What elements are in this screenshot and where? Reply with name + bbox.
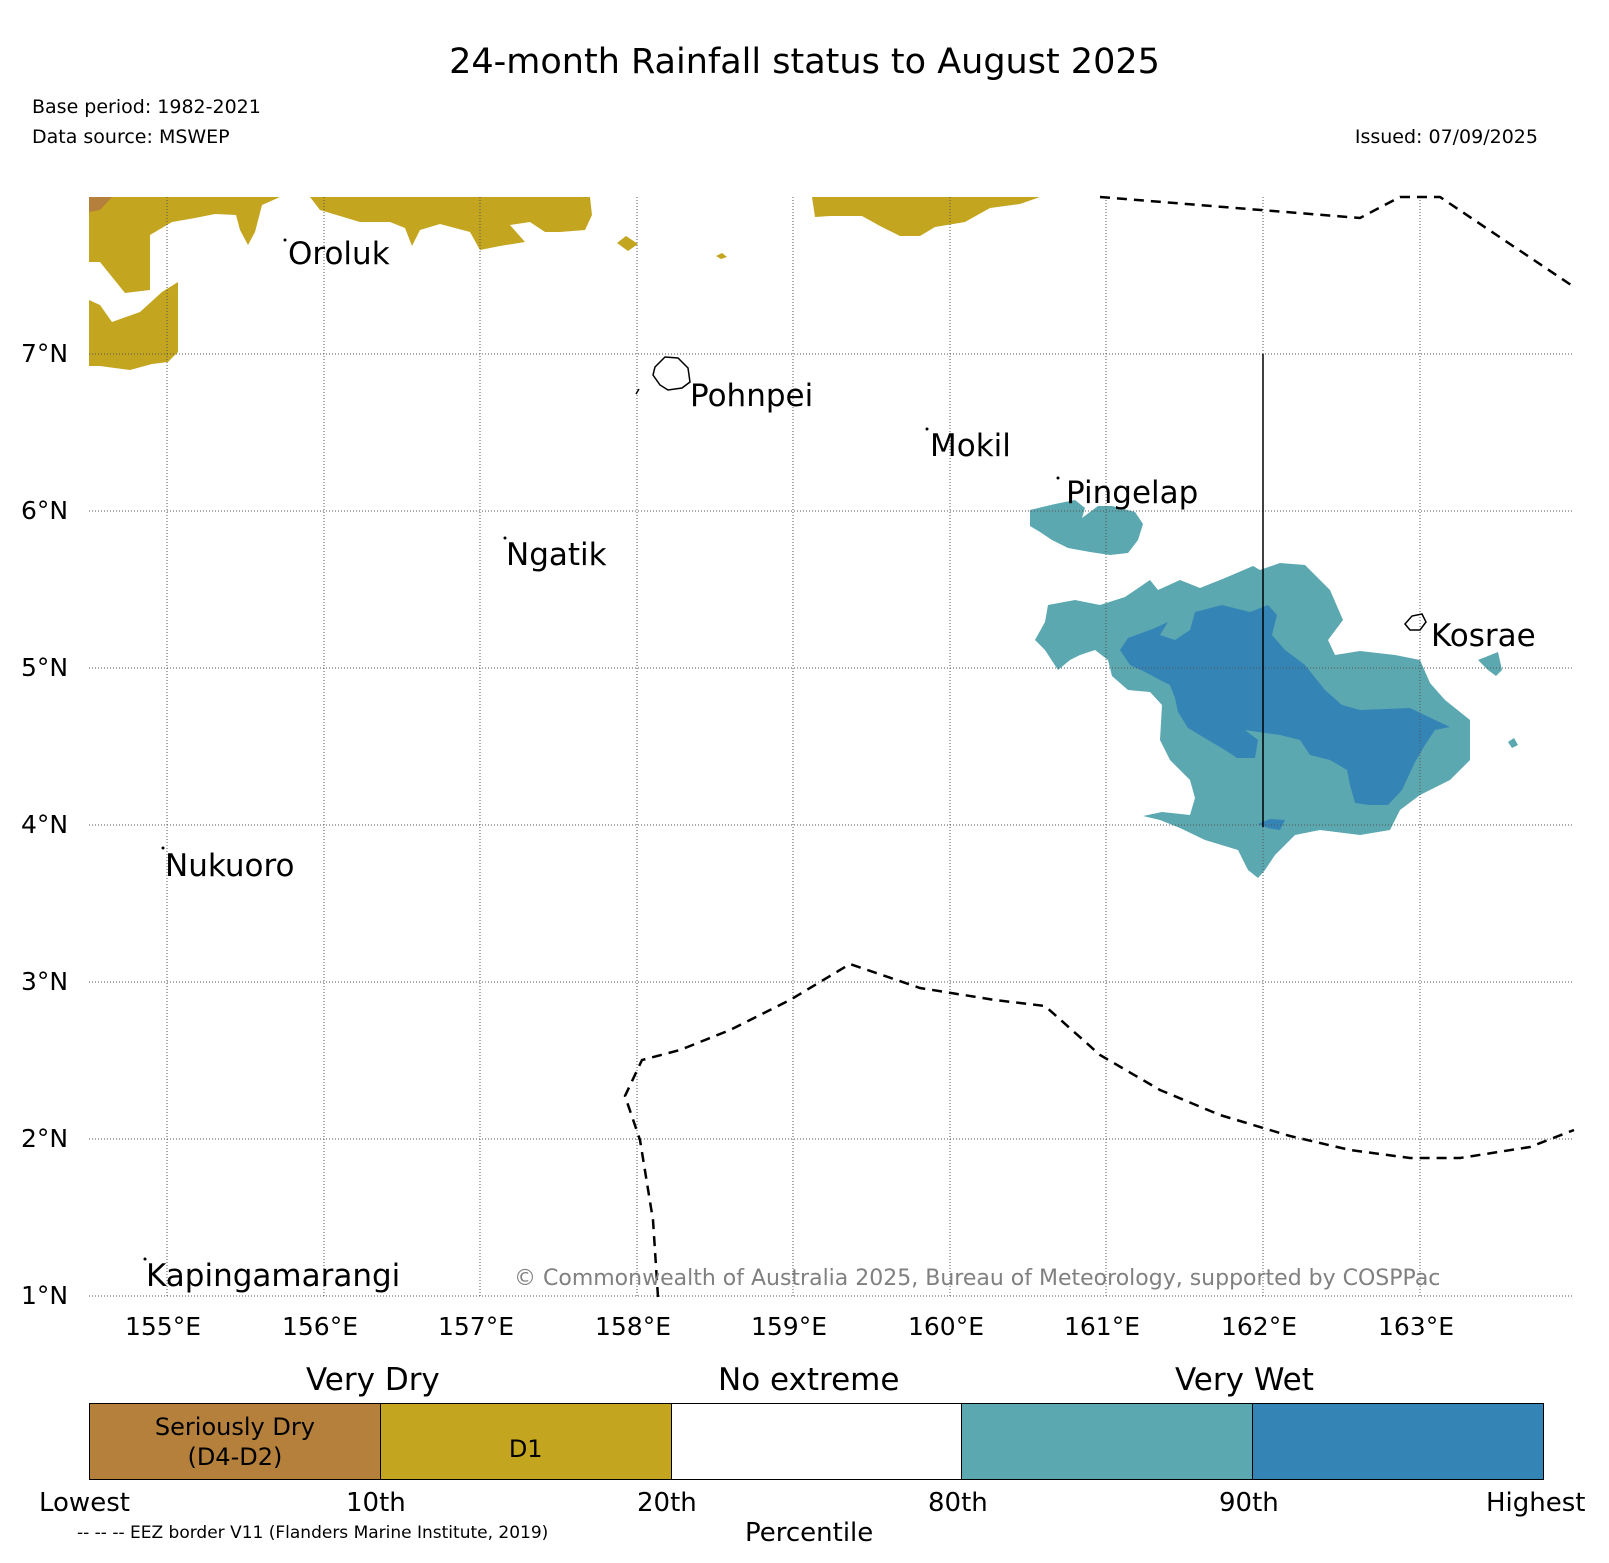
lat-label-6n: 6°N	[21, 496, 69, 525]
legend-tick-80th: 80th	[928, 1488, 988, 1518]
d1-area-west	[89, 282, 178, 370]
pohnpei-outline	[652, 356, 691, 391]
ngatik-marker	[503, 536, 507, 540]
legend-colorbar: Seriously Dry (D4-D2) D1	[89, 1403, 1544, 1480]
legend-tick-10th: 10th	[346, 1488, 406, 1518]
island-label-nukuoro: Nukuoro	[165, 848, 295, 884]
lat-label-2n: 2°N	[21, 1124, 69, 1153]
lat-label-4n: 4°N	[21, 810, 69, 839]
oroluk-marker	[283, 238, 287, 242]
lon-label-155e: 155°E	[125, 1312, 202, 1341]
d1-patch-small-2	[716, 253, 727, 259]
nukuoro-marker	[161, 846, 165, 850]
eez-border	[623, 195, 1575, 1298]
legend-cell-80-90	[962, 1404, 1254, 1479]
seriously-dry-corner	[89, 197, 112, 212]
island-label-ngatik: Ngatik	[506, 537, 607, 573]
island-label-kosrae: Kosrae	[1431, 618, 1536, 654]
legend-cell-seriously-dry: Seriously Dry (D4-D2)	[90, 1404, 381, 1479]
legend-tick-20th: 20th	[637, 1488, 697, 1518]
island-label-pingelap: Pingelap	[1066, 475, 1199, 511]
lon-label-156e: 156°E	[282, 1312, 359, 1341]
issued-date: Issued: 07/09/2025	[1354, 126, 1538, 148]
mokil-marker	[925, 427, 929, 431]
island-label-mokil: Mokil	[930, 428, 1011, 464]
pingelap-marker	[1056, 476, 1060, 480]
lon-label-163e: 163°E	[1378, 1312, 1455, 1341]
legend-xlabel: Percentile	[745, 1518, 874, 1548]
pohnpei-islet	[635, 388, 640, 395]
wet-area-pingelap	[1030, 500, 1143, 555]
legend-group-very-wet: Very Wet	[1175, 1362, 1314, 1398]
copyright-notice: © Commonwealth of Australia 2025, Bureau…	[514, 1266, 1441, 1291]
lon-label-158e: 158°E	[595, 1312, 672, 1341]
legend-group-no-extreme: No extreme	[718, 1362, 900, 1398]
wet-area-east-dot	[1508, 738, 1518, 748]
d1-area-north-east	[812, 197, 1040, 236]
legend-tick-90th: 90th	[1219, 1488, 1279, 1518]
legend-cell-d1-label: D1	[508, 1435, 543, 1463]
lon-label-162e: 162°E	[1221, 1312, 1298, 1341]
base-period: Base period: 1982-2021	[32, 96, 261, 118]
lat-label-1n: 1°N	[21, 1281, 69, 1310]
legend-cell-seriously-dry-label: Seriously Dry (D4-D2)	[154, 1412, 315, 1471]
legend-cell-d1: D1	[380, 1404, 672, 1479]
lat-label-7n: 7°N	[21, 339, 69, 368]
kapingamarangi-marker	[143, 1257, 147, 1261]
legend-tick-lowest: Lowest	[39, 1488, 130, 1518]
d1-area-north-center	[310, 197, 592, 250]
kosrae-outline	[1404, 613, 1427, 631]
lon-label-159e: 159°E	[751, 1312, 828, 1341]
legend-group-very-dry: Very Dry	[306, 1362, 440, 1398]
very-wet-core	[1120, 605, 1450, 805]
legend-cell-90-highest	[1253, 1404, 1543, 1479]
d1-area-northwest	[89, 197, 280, 293]
island-label-oroluk: Oroluk	[288, 236, 390, 272]
lon-label-160e: 160°E	[908, 1312, 985, 1341]
legend-cell-no-extreme	[671, 1404, 963, 1479]
island-label-pohnpei: Pohnpei	[690, 378, 814, 414]
island-label-kapingamarangi: Kapingamarangi	[146, 1258, 401, 1294]
lat-label-3n: 3°N	[21, 967, 69, 996]
gridlines	[89, 197, 1574, 1297]
wet-area-east-patch	[1478, 652, 1502, 676]
legend-tick-highest: Highest	[1486, 1488, 1586, 1518]
data-source: Data source: MSWEP	[32, 126, 230, 148]
eez-border-note: -- -- -- EEZ border V11 (Flanders Marine…	[77, 1523, 549, 1543]
lon-label-157e: 157°E	[438, 1312, 515, 1341]
lon-label-161e: 161°E	[1064, 1312, 1141, 1341]
lat-label-5n: 5°N	[21, 653, 69, 682]
map-title: 24-month Rainfall status to August 2025	[449, 42, 1160, 82]
d1-patch-small-1	[617, 236, 638, 251]
